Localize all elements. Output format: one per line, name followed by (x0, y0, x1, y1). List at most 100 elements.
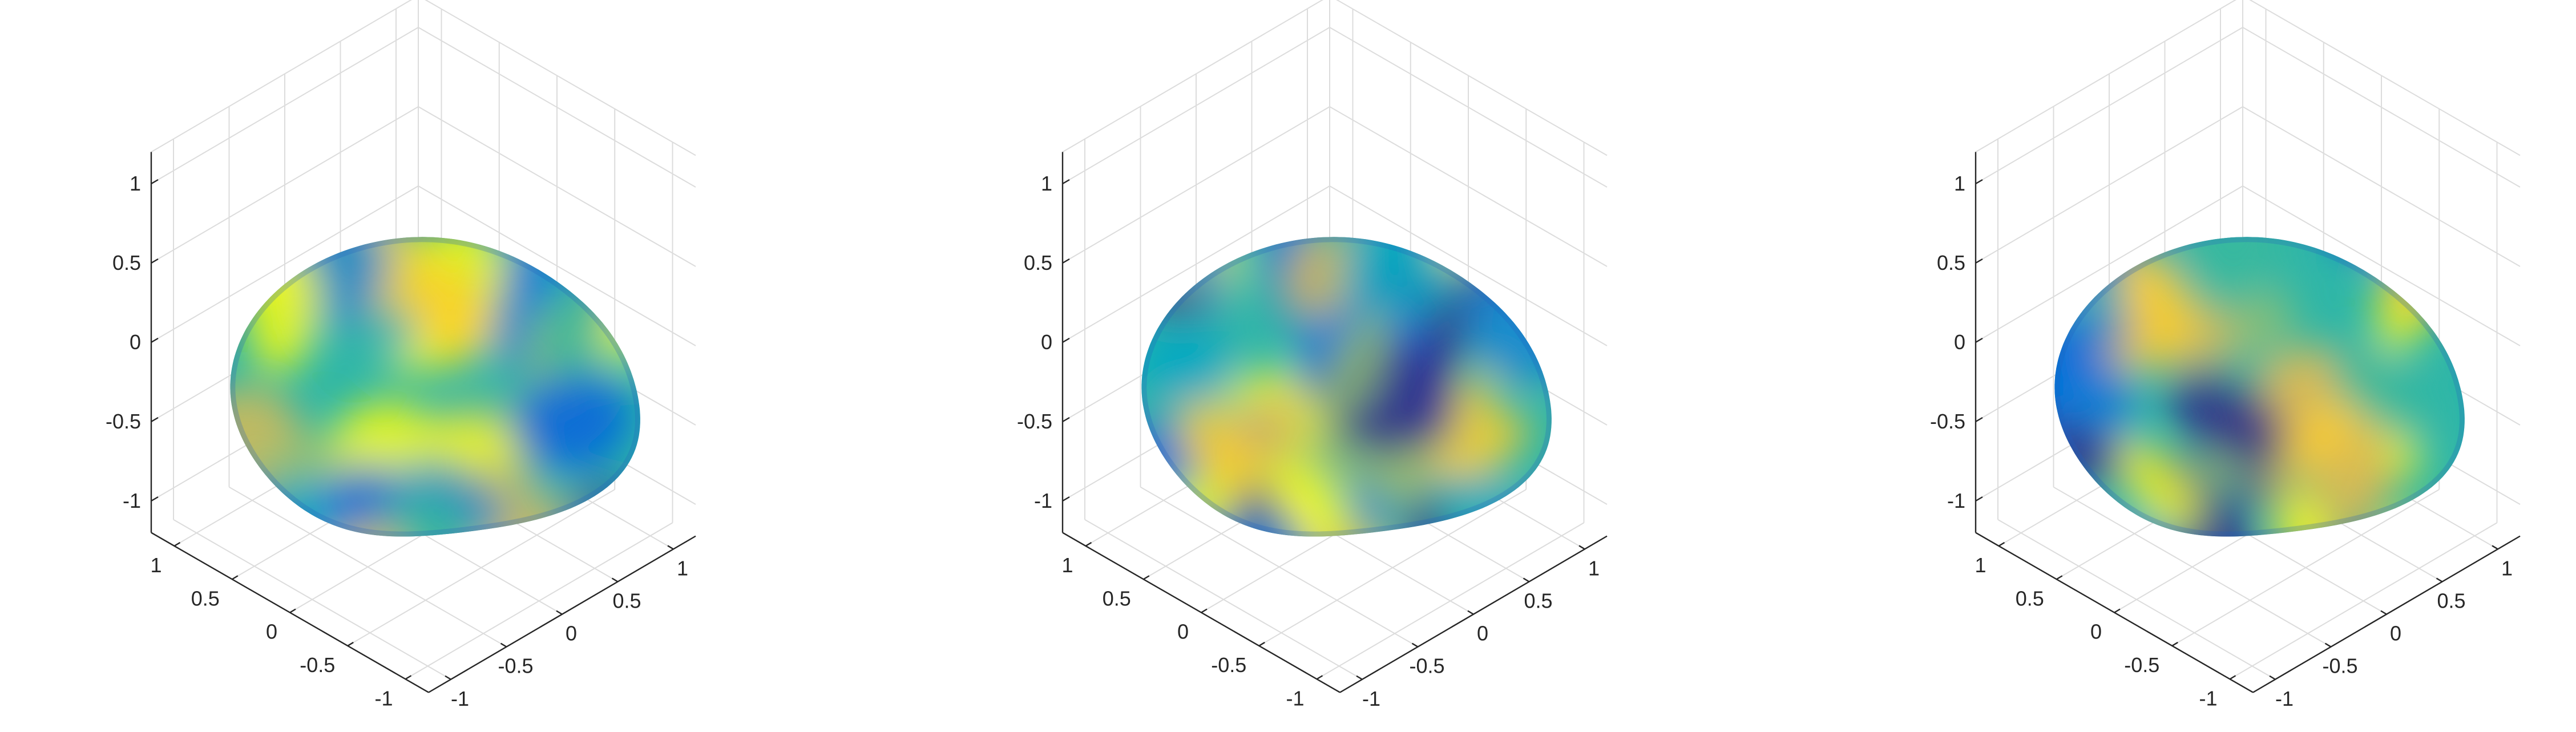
z-tick (1975, 179, 1983, 185)
surface-patch (2174, 237, 2289, 291)
z-tick-label: -0.5 (106, 410, 141, 433)
x-tick (500, 642, 507, 648)
x-tick-label: -1 (1362, 687, 1380, 710)
surface-patch (2058, 237, 2114, 285)
y-tick (405, 675, 412, 680)
y-tick-label: -1 (2199, 686, 2217, 710)
grid-line (229, 486, 507, 648)
grid-line (405, 522, 673, 680)
y-tick-label: 1 (1975, 553, 1986, 577)
grid-line (418, 185, 696, 346)
y-tick (1201, 608, 1208, 613)
surface-patch (409, 260, 488, 361)
grid-line (1975, 185, 2243, 343)
surface-patch (1408, 491, 1455, 537)
z-tick-label: 0 (1041, 330, 1052, 354)
surface (1141, 237, 1552, 537)
surface-patch (2317, 434, 2397, 524)
grid-line (1975, 106, 2243, 264)
y-tick (1258, 641, 1265, 646)
grid-line (418, 106, 696, 267)
surface-patch (1319, 308, 1391, 424)
grid-line (425, 0, 696, 156)
z-tick (1975, 496, 1983, 502)
z-tick-label: -0.5 (1017, 410, 1052, 433)
x-tick-label: 1 (1588, 556, 1600, 580)
z-tick (151, 258, 159, 264)
y-tick (1143, 575, 1150, 580)
grid-line (1062, 27, 1330, 184)
x-tick-label: 0 (566, 622, 577, 645)
x-tick (2324, 642, 2332, 648)
x-tick (611, 577, 619, 583)
z-tick-label: -0.5 (1930, 410, 1965, 433)
grid-line (151, 106, 419, 264)
y-tick-label: 1 (1061, 553, 1073, 577)
x-tick-label: 0.5 (2437, 589, 2465, 613)
z-tick (1975, 258, 1983, 264)
grid-line (151, 27, 419, 184)
z-tick-label: -1 (1947, 489, 1965, 512)
y-tick-label: 0.5 (2016, 587, 2044, 610)
x-tick-label: -0.5 (2322, 654, 2357, 678)
grid-line (1975, 0, 2236, 153)
grid-line (173, 519, 451, 680)
x-tick-label: -0.5 (498, 654, 533, 678)
panel-2: -1 1 1 -0.5 0.5 0.5 0 0 0 0.5 -0.5 -0.5 1 -1 -1 (1017, 0, 1608, 710)
z-tick (151, 337, 159, 343)
panel-3: -1 1 1 -0.5 0.5 0.5 0 0 0 0.5 -0.5 -0.5 1 -1 -1 (1930, 0, 2521, 710)
y-tick-label: -1 (1286, 686, 1304, 710)
y-tick-label: -0.5 (300, 653, 335, 677)
grid-line (1316, 522, 1585, 680)
surface-patch (247, 437, 344, 485)
z-tick (1975, 416, 1983, 423)
grid-line (1997, 519, 2276, 680)
x-tick-label: -1 (451, 687, 469, 710)
surface-patch (2228, 290, 2295, 350)
y-tick-label: 0.5 (191, 587, 220, 610)
axes: -1 1 1 -0.5 0.5 0.5 0 0 0 0.5 -0.5 -0.5 1 -1 -1 (1017, 152, 1608, 710)
x-tick-label: 1 (2501, 556, 2513, 580)
x-tick (2436, 577, 2443, 583)
surface (230, 237, 640, 537)
grid-line (347, 489, 615, 646)
z-tick-label: 0 (130, 330, 141, 354)
z-tick-label: 1 (1954, 172, 1965, 195)
x-tick-label: 1 (677, 556, 688, 580)
x-tick (2492, 545, 2498, 550)
surface-patch (2329, 346, 2428, 438)
y-tick (2229, 675, 2236, 680)
grid-line (2229, 522, 2498, 680)
grid-line (2242, 106, 2521, 267)
x-tick-label: 0.5 (1524, 589, 1552, 613)
z-tick (151, 179, 159, 185)
axes: -1 1 1 -0.5 0.5 0.5 0 0 0 0.5 -0.5 -0.5 1 -1 -1 (1930, 152, 2521, 710)
surface-patch (1282, 237, 1358, 319)
x-tick-label: -0.5 (1409, 654, 1444, 678)
y-tick-label: 0 (1177, 620, 1189, 644)
grid-line (1140, 486, 1418, 648)
z-tick (1062, 496, 1070, 502)
surface-patch (1253, 387, 1297, 446)
z-tick-label: -1 (1034, 489, 1052, 512)
z-tick (151, 416, 159, 423)
x-tick (1467, 610, 1474, 615)
x-tick (1523, 577, 1530, 583)
grid-line (2249, 0, 2521, 156)
x-tick (1578, 545, 1585, 550)
y-tick (2171, 641, 2178, 646)
grid-line (1975, 27, 2243, 184)
grid-line (1062, 185, 1330, 343)
y-tick-label: 0.5 (1103, 587, 1131, 610)
grid-line (1336, 0, 1608, 156)
grid-line (418, 27, 696, 188)
x-tick (556, 610, 563, 615)
y-tick (173, 541, 181, 547)
surface-patch (2070, 237, 2141, 261)
surface-patch (506, 520, 574, 537)
grid-line (1062, 0, 1323, 153)
surface-patch (1427, 411, 1530, 492)
grid-line (2053, 486, 2331, 648)
y-tick (232, 575, 239, 580)
